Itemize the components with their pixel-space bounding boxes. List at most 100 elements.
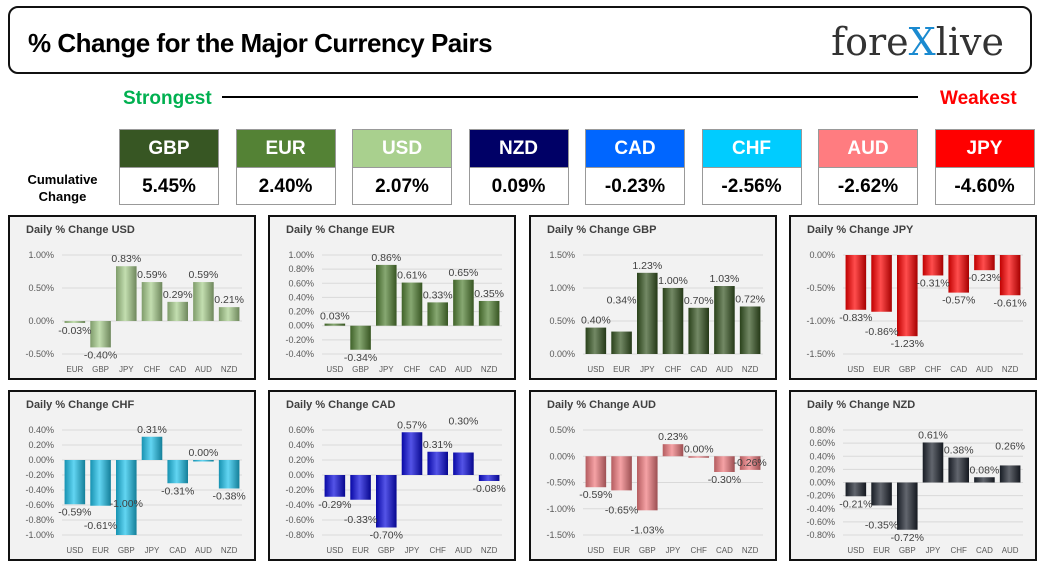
- y-tick-label: 0.00%: [549, 451, 575, 461]
- chart-svg: Daily % Change CHF -1.00% -0.80% -0.60% -0.4…: [25, 399, 245, 555]
- bar-jpy: [116, 266, 137, 321]
- x-tick-label: USD: [587, 546, 604, 555]
- y-tick-label: 1.00%: [28, 250, 54, 260]
- data-label: -0.33%: [344, 514, 377, 526]
- currency-box-usd: USD 2.07%: [352, 129, 452, 205]
- currency-code: GBP: [120, 130, 218, 167]
- data-label: -0.31%: [916, 277, 949, 289]
- data-label: 0.83%: [111, 253, 141, 265]
- data-label: 0.59%: [137, 269, 167, 281]
- y-tick-label: -0.60%: [806, 517, 835, 527]
- bar-cad: [167, 460, 188, 484]
- x-tick-label: CAD: [169, 365, 186, 374]
- x-tick-label: JPY: [666, 546, 681, 555]
- y-tick-label: -0.20%: [285, 485, 314, 495]
- bar-aud: [453, 452, 474, 475]
- x-tick-label: AUD: [195, 546, 212, 555]
- x-tick-label: GBP: [352, 365, 369, 374]
- data-label: 0.70%: [684, 295, 714, 307]
- y-tick-label: -0.50%: [25, 349, 54, 359]
- x-tick-label: USD: [847, 365, 864, 374]
- chart-title: Daily % Change EUR: [286, 224, 395, 236]
- x-tick-label: NZD: [221, 546, 238, 555]
- bar-eur: [611, 331, 632, 354]
- bar-eur: [90, 460, 111, 506]
- y-tick-label: 0.50%: [549, 316, 575, 326]
- page-title: % Change for the Major Currency Pairs: [28, 28, 493, 58]
- y-tick-label: 0.00%: [809, 478, 835, 488]
- y-tick-label: 0.60%: [288, 278, 314, 288]
- data-label: -0.57%: [942, 295, 975, 307]
- cumulative-value: 2.07%: [353, 167, 451, 206]
- bar-gbp: [350, 325, 371, 350]
- currency-code: USD: [353, 130, 451, 167]
- bar-aud: [974, 255, 995, 271]
- data-label: -0.40%: [84, 349, 117, 361]
- data-label: -1.00%: [110, 498, 143, 510]
- y-tick-label: -0.60%: [285, 515, 314, 525]
- bar-eur: [611, 456, 632, 491]
- bar-jpy: [141, 436, 163, 460]
- x-tick-label: GBP: [899, 546, 916, 555]
- x-tick-label: NZD: [1002, 365, 1019, 374]
- data-label: -1.03%: [631, 524, 664, 536]
- data-label: -0.29%: [318, 499, 351, 511]
- y-tick-label: 0.20%: [288, 455, 314, 465]
- data-label: -0.65%: [605, 504, 638, 516]
- chart-svg: Daily % Change CAD -0.80% -0.60% -0.40% -0.2…: [285, 399, 505, 555]
- data-label: -0.30%: [708, 474, 741, 486]
- x-tick-label: GBP: [92, 365, 109, 374]
- bar-cad: [714, 456, 735, 472]
- currency-box-gbp: GBP 5.45%: [119, 129, 219, 205]
- bar-aud: [193, 460, 214, 462]
- data-label: -0.59%: [579, 489, 612, 501]
- chart-title: Daily % Change AUD: [547, 399, 656, 411]
- bar-usd: [845, 482, 867, 497]
- data-label: 0.72%: [735, 293, 765, 305]
- chart-daily-change-gbp: Daily % Change GBP 0.00% 0.50% 1.00% 1.50% US…: [529, 215, 777, 380]
- y-tick-label: -1.50%: [806, 349, 835, 359]
- strongest-label: Strongest: [123, 88, 212, 109]
- y-tick-label: -0.40%: [806, 504, 835, 514]
- y-tick-label: 0.00%: [809, 250, 835, 260]
- data-label: 0.30%: [449, 416, 479, 428]
- data-label: 0.23%: [658, 431, 688, 443]
- y-tick-label: 0.80%: [288, 264, 314, 274]
- x-tick-label: USD: [326, 365, 343, 374]
- x-tick-label: CAD: [690, 365, 707, 374]
- x-tick-label: CHF: [665, 365, 682, 374]
- bar-chf: [401, 282, 423, 326]
- x-tick-label: EUR: [873, 365, 890, 374]
- forexlive-logo: foreXlive: [831, 20, 1004, 64]
- x-tick-label: EUR: [613, 546, 630, 555]
- y-tick-label: -0.80%: [806, 530, 835, 540]
- cumulative-change-label: Cumulative Change: [27, 172, 98, 204]
- bar-usd: [585, 456, 607, 488]
- data-label: 1.00%: [658, 275, 688, 287]
- y-tick-label: 0.00%: [288, 321, 314, 331]
- chart-daily-change-nzd: Daily % Change NZD -0.80% -0.60% -0.40% -0.2…: [789, 390, 1037, 561]
- data-label: -0.72%: [891, 532, 924, 544]
- data-label: -0.86%: [865, 326, 898, 338]
- chart-svg: Daily % Change EUR -0.40% -0.20% 0.00% 0.20%…: [285, 224, 504, 374]
- x-tick-label: JPY: [405, 546, 420, 555]
- data-label: -0.61%: [994, 297, 1027, 309]
- y-tick-label: 0.20%: [28, 440, 54, 450]
- bar-gbp: [116, 460, 137, 535]
- data-label: -1.23%: [891, 338, 924, 350]
- bar-jpy: [922, 442, 944, 483]
- x-tick-label: JPY: [640, 365, 655, 374]
- data-label: -0.34%: [344, 352, 377, 364]
- x-tick-label: NZD: [481, 546, 498, 555]
- strength-divider: [222, 96, 918, 98]
- chart-svg: Daily % Change USD -0.50% 0.00% 0.50% 1.00% E…: [25, 224, 244, 374]
- cumulative-value: 0.09%: [469, 167, 568, 206]
- chart-title: Daily % Change JPY: [807, 224, 914, 236]
- bar-gbp: [897, 482, 918, 530]
- x-tick-label: AUD: [1002, 546, 1019, 555]
- y-tick-label: -0.50%: [546, 478, 575, 488]
- bar-gbp: [637, 456, 658, 511]
- y-tick-label: 0.60%: [288, 425, 314, 435]
- y-tick-label: 0.20%: [809, 464, 835, 474]
- bar-chf: [141, 282, 163, 321]
